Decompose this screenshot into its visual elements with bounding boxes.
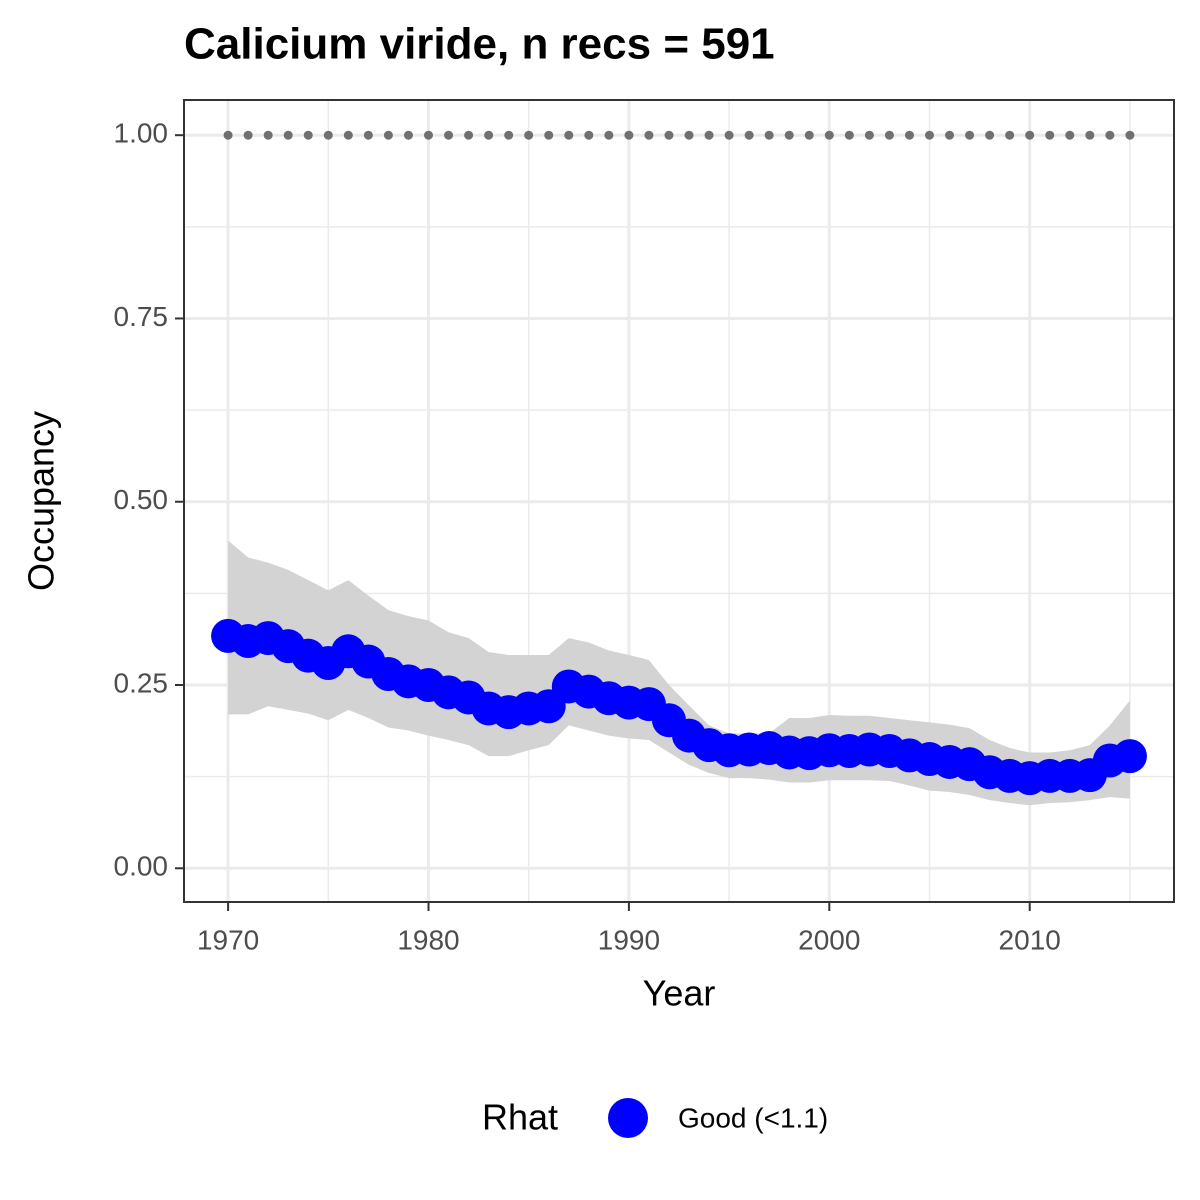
dotted-point xyxy=(624,130,634,140)
dotted-point xyxy=(383,130,393,140)
dotted-point xyxy=(363,130,373,140)
dotted-point xyxy=(223,130,233,140)
y-tick-label: 0.25 xyxy=(114,667,169,698)
legend-title: Rhat xyxy=(482,1097,558,1138)
dotted-point xyxy=(1105,130,1115,140)
dotted-point xyxy=(664,130,674,140)
x-tick-label: 2010 xyxy=(999,924,1061,955)
dotted-point xyxy=(965,130,975,140)
plot-border xyxy=(183,99,1175,903)
dotted-point xyxy=(1005,130,1015,140)
y-tick-label: 0.00 xyxy=(114,851,169,882)
dotted-point xyxy=(323,130,333,140)
dotted-point xyxy=(343,130,353,140)
x-tick-label: 1990 xyxy=(598,924,660,955)
y-axis-title: Occupancy xyxy=(21,411,62,591)
legend-swatch xyxy=(608,1098,648,1138)
y-tick-label: 0.75 xyxy=(114,301,169,332)
dotted-point xyxy=(464,130,474,140)
dotted-point xyxy=(945,130,955,140)
y-tick-label: 1.00 xyxy=(114,118,169,149)
dotted-point xyxy=(724,130,734,140)
dotted-point xyxy=(784,130,794,140)
dotted-point xyxy=(804,130,814,140)
dotted-point xyxy=(423,130,433,140)
dotted-point xyxy=(904,130,914,140)
dotted-point xyxy=(544,130,554,140)
confidence-band xyxy=(228,540,1130,806)
dotted-point xyxy=(884,130,894,140)
dotted-point xyxy=(564,130,574,140)
legend-label: Good (<1.1) xyxy=(678,1102,828,1133)
x-tick-label: 1970 xyxy=(197,924,259,955)
dotted-point xyxy=(243,130,253,140)
chart-title: Calicium viride, n recs = 591 xyxy=(184,20,775,69)
dotted-point xyxy=(644,130,654,140)
x-tick-label: 1980 xyxy=(397,924,459,955)
dotted-point xyxy=(1025,130,1035,140)
dotted-point xyxy=(1085,130,1095,140)
dotted-point xyxy=(444,130,454,140)
dotted-point xyxy=(484,130,494,140)
dotted-point xyxy=(1065,130,1075,140)
dotted-point xyxy=(604,130,614,140)
dotted-point xyxy=(925,130,935,140)
dotted-point xyxy=(524,130,534,140)
dotted-point xyxy=(684,130,694,140)
x-tick-label: 2000 xyxy=(798,924,860,955)
dotted-point xyxy=(864,130,874,140)
dotted-point xyxy=(303,130,313,140)
dotted-point xyxy=(704,130,714,140)
dotted-point xyxy=(744,130,754,140)
data-point xyxy=(1112,739,1147,774)
dotted-point xyxy=(844,130,854,140)
dotted-point xyxy=(403,130,413,140)
dotted-point xyxy=(584,130,594,140)
dotted-point xyxy=(263,130,273,140)
dotted-point xyxy=(504,130,514,140)
dotted-point xyxy=(985,130,995,140)
dotted-point xyxy=(283,130,293,140)
dotted-point xyxy=(824,130,834,140)
dotted-point xyxy=(1125,130,1135,140)
x-axis-title: Year xyxy=(643,973,716,1014)
dotted-point xyxy=(764,130,774,140)
y-tick-label: 0.50 xyxy=(114,484,169,515)
dotted-point xyxy=(1045,130,1055,140)
